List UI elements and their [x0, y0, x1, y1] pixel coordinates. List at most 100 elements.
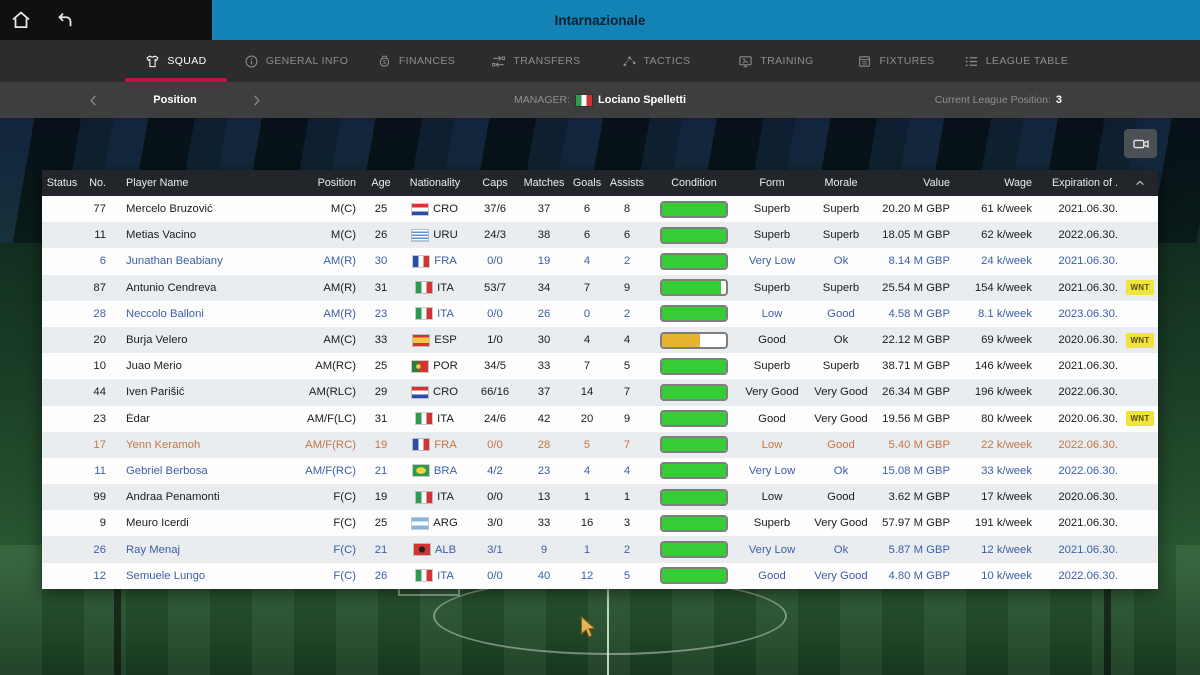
- nationality-code: ITA: [437, 412, 454, 425]
- player-row-gebriel-berbosa[interactable]: 11 Gebriel Berbosa AM/F(RC) 21 BRA 4/2 23 4 4 Ver…: [42, 457, 1158, 485]
- cell-wage: 61 k/week: [981, 203, 1032, 216]
- nationality-code: POR: [433, 360, 458, 373]
- tab-finances[interactable]: $ FINANCES: [356, 40, 476, 82]
- player-row-antunio-cendreva[interactable]: 87 Antunio Cendreva AM(R) 31 ITA 53/7 34 7 9 Supe…: [42, 274, 1158, 301]
- cell-age: 25: [374, 517, 388, 530]
- cell-matches: 33: [537, 517, 551, 530]
- player-row-andraa-penamonti[interactable]: 99 Andraa Penamonti F(C) 19 ITA 0/0 13 1 1 Low Goo…: [42, 484, 1158, 511]
- tab-label: FIXTURES: [879, 55, 935, 67]
- column-header-status[interactable]: Status: [46, 177, 78, 189]
- cell-goals: 1: [583, 491, 591, 504]
- flag-ita-icon: [415, 490, 434, 504]
- chevron-right-icon[interactable]: [249, 93, 264, 108]
- column-header-assists[interactable]: Assists: [609, 177, 645, 189]
- player-row-mercelo-bruzovi[interactable]: 77 Mercelo Bruzović M(C) 25 CRO 37/6 37 6 8 Super…: [42, 196, 1158, 223]
- column-header-position[interactable]: Position: [317, 177, 356, 189]
- tab-fixtures[interactable]: FIXTURES: [836, 40, 956, 82]
- column-header-player-name[interactable]: Player Name: [126, 177, 189, 189]
- cell-expiration: 2022.06.30.: [1058, 464, 1118, 477]
- pitch-shadow-left: [114, 558, 121, 675]
- active-tab-indicator: [125, 78, 227, 82]
- wnt-badge: WNT: [1126, 280, 1154, 296]
- cell-age: 23: [374, 307, 388, 320]
- chevron-left-icon[interactable]: [86, 93, 101, 108]
- tab-general-info[interactable]: GENERAL INFO: [236, 40, 356, 82]
- column-header-caps[interactable]: Caps: [482, 177, 508, 189]
- condition-bar: [660, 357, 728, 375]
- tab-training[interactable]: TRAINING: [716, 40, 836, 82]
- cell-matches: 30: [537, 334, 551, 347]
- column-header-goals[interactable]: Goals: [572, 177, 602, 189]
- tab-transfers[interactable]: TRANSFERS: [476, 40, 596, 82]
- cell-value: 5.40 M GBP: [888, 438, 950, 451]
- cell-age: 26: [374, 229, 388, 242]
- player-row-yenn-keramoh[interactable]: 17 Yenn Keramoh AM/F(RC) 19 FRA 0/0 28 5 7 Low Goo…: [42, 431, 1158, 458]
- cell-caps: 0/0: [487, 491, 503, 504]
- league-position-label: Current League Position:: [934, 94, 1051, 106]
- cell-goals: 1: [583, 543, 591, 556]
- column-header-wage[interactable]: Wage: [1004, 177, 1032, 189]
- column-header-morale[interactable]: Morale: [824, 177, 858, 189]
- cell-form: Low: [761, 307, 783, 320]
- column-header-condition[interactable]: Condition: [671, 177, 717, 189]
- player-row-iven-pari-i[interactable]: 44 Iven Parišić AM(RLC) 29 CRO 66/16 37 14 7 Very…: [42, 379, 1158, 406]
- cell-wage: 146 k/week: [974, 360, 1032, 373]
- manager-label: MANAGER:: [513, 94, 570, 106]
- cell-morale: Very Good: [814, 517, 868, 530]
- cell-goals: 6: [583, 229, 591, 242]
- tab-league-table[interactable]: LEAGUE TABLE: [956, 40, 1076, 82]
- cell-expiration: 2022.06.30.: [1058, 438, 1118, 451]
- cell-assists: 3: [623, 517, 631, 530]
- column-header-form[interactable]: Form: [759, 177, 785, 189]
- cell-wage: 154 k/week: [974, 281, 1032, 294]
- cell-player-name: Junathan Beabiany: [126, 255, 223, 268]
- cell-expiration: 2021.06.30.: [1058, 255, 1118, 268]
- cell-nationality: FRA: [400, 254, 470, 268]
- cell-matches: 28: [537, 438, 551, 451]
- cell-wage: 24 k/week: [981, 255, 1032, 268]
- player-row-neccolo-balloni[interactable]: 28 Neccolo Balloni AM(R) 23 ITA 0/0 26 0 2 Low Goo…: [42, 300, 1158, 327]
- cell-caps: 24/3: [484, 229, 506, 242]
- cell-goals: 0: [583, 307, 591, 320]
- nationality-code: FRA: [434, 438, 457, 451]
- sort-indicator[interactable]: [1122, 177, 1158, 189]
- cell-wage: 80 k/week: [981, 412, 1032, 425]
- nationality-code: ESP: [434, 334, 457, 347]
- cell-condition: [648, 252, 740, 270]
- column-header-age[interactable]: Age: [371, 177, 391, 189]
- column-header-nationality[interactable]: Nationality: [409, 177, 461, 189]
- column-header-no[interactable]: No.: [89, 177, 106, 189]
- camera-view-button[interactable]: [1124, 129, 1157, 158]
- player-row-burja-velero[interactable]: 20 Burja Velero AM(C) 33 ESP 1/0 30 4 4 Good Ok 22.…: [42, 326, 1158, 354]
- cell-age: 25: [374, 203, 388, 216]
- condition-bar: [660, 279, 728, 297]
- camera-icon: [1132, 135, 1150, 153]
- home-icon[interactable]: [10, 9, 32, 31]
- player-row-semuele-lungo[interactable]: 12 Semuele Lungo F(C) 26 ITA 0/0 40 12 5 Good Very…: [42, 562, 1158, 589]
- transfer-icon: [491, 54, 506, 69]
- cell-number: 10: [93, 360, 106, 373]
- column-header-expiration-of[interactable]: Expiration of .: [1051, 177, 1118, 189]
- player-row-dar[interactable]: 23 Édar AM/F(LC) 31 ITA 24/6 42 20 9 Good Very Goo…: [42, 405, 1158, 432]
- cell-matches: 37: [537, 203, 551, 216]
- player-row-juao-merio[interactable]: 10 Juao Merio AM(RC) 25 POR 34/5 33 7 5 Superb Sup…: [42, 353, 1158, 380]
- cell-age: 21: [374, 543, 388, 556]
- condition-bar: [660, 567, 728, 585]
- back-icon[interactable]: [54, 9, 76, 31]
- player-row-junathan-beabiany[interactable]: 6 Junathan Beabiany AM(R) 30 FRA 0/0 19 4 2 Very …: [42, 248, 1158, 275]
- tab-squad[interactable]: SQUAD: [116, 40, 236, 82]
- cell-morale: Ok: [833, 464, 849, 477]
- column-header-matches[interactable]: Matches: [523, 177, 565, 189]
- cell-caps: 4/2: [487, 464, 503, 477]
- sort-mode-label: Position: [153, 94, 197, 106]
- column-header-value[interactable]: Value: [923, 177, 950, 189]
- cell-expiration: 2021.06.30.: [1058, 281, 1118, 294]
- cell-morale: Ok: [833, 255, 849, 268]
- player-row-ray-menaj[interactable]: 26 Ray Menaj F(C) 21 ALB 3/1 9 1 2 Very Low Ok 5.87…: [42, 536, 1158, 563]
- tab-tactics[interactable]: TACTICS: [596, 40, 716, 82]
- player-row-metias-vacino[interactable]: 11 Metias Vacino M(C) 26 URU 24/3 38 6 6 Superb Su…: [42, 222, 1158, 249]
- cell-goals: 20: [580, 412, 594, 425]
- flag-ita-icon: [415, 281, 434, 295]
- condition-bar: [660, 383, 728, 401]
- player-row-meuro-icerdi[interactable]: 9 Meuro Icerdi F(C) 25 ARG 3/0 33 16 3 Superb Very…: [42, 510, 1158, 537]
